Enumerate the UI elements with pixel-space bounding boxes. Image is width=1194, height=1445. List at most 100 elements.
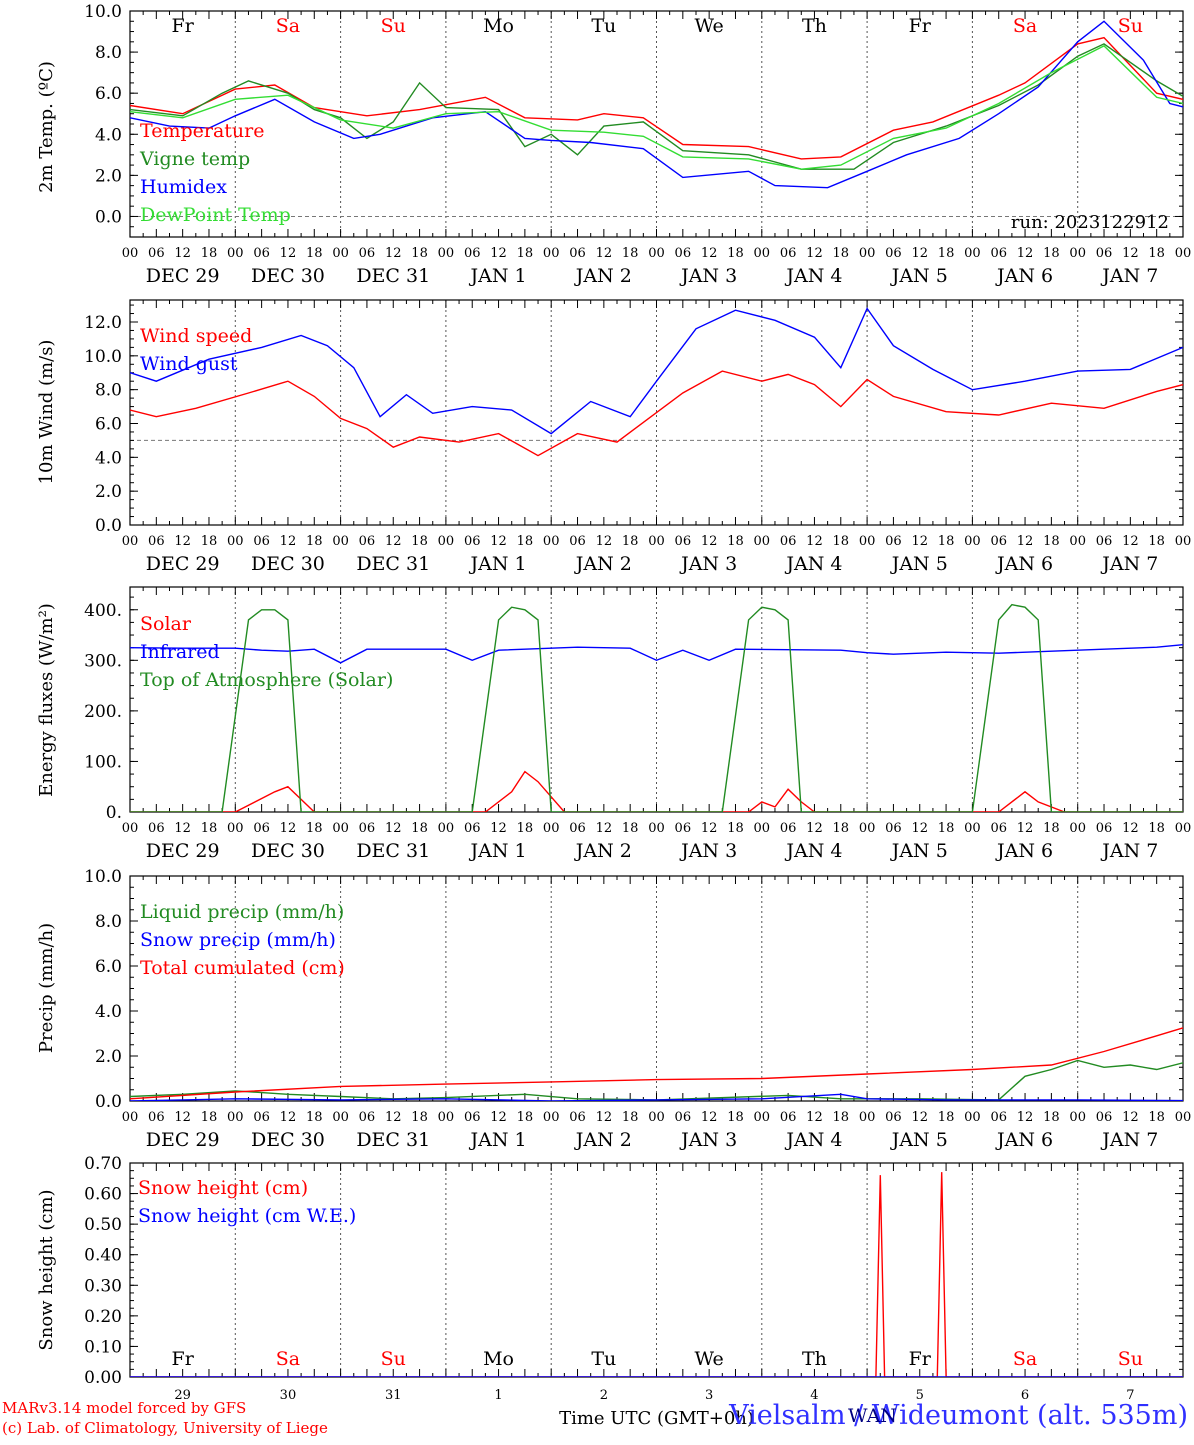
y-tick-label: 0.20 — [84, 1307, 122, 1327]
x-day-label: JAN 6 — [995, 840, 1053, 862]
x-hour-label: 12 — [1122, 1110, 1139, 1125]
x-hour-label: 12 — [1122, 821, 1139, 836]
x-hour-label: 06 — [253, 821, 270, 836]
chart-panel-3: 0. 100. 200. 300. 400. Energy fluxes (W/m²) 00… — [36, 586, 1191, 862]
x-hour-label: 18 — [938, 246, 955, 261]
x-hour-label: 00 — [122, 821, 139, 836]
x-hour-label: 12 — [1017, 534, 1034, 549]
x-hour-label: 18 — [833, 534, 850, 549]
x-hour-label: 06 — [780, 246, 797, 261]
y-tick-label: 10.0 — [84, 2, 122, 22]
x-hour-label: 00 — [438, 246, 455, 261]
x-hour-label: 18 — [727, 1110, 744, 1125]
x-hour-label: 18 — [938, 534, 955, 549]
x-hour-label: 12 — [911, 1110, 928, 1125]
x-day-label: JAN 2 — [574, 553, 632, 575]
x-hour-label: 18 — [622, 1110, 639, 1125]
x-hour-label: 18 — [833, 821, 850, 836]
x-day-label: JAN 7 — [1100, 840, 1158, 862]
x-hour-label: 12 — [1017, 1110, 1034, 1125]
x-hour-label: 00 — [332, 246, 349, 261]
x-hour-label: 06 — [464, 1110, 481, 1125]
x-hour-label: 12 — [1017, 246, 1034, 261]
x-hour-label: 00 — [754, 246, 771, 261]
x-hour-label: 00 — [648, 534, 665, 549]
x-hour-label: 12 — [596, 534, 613, 549]
x-date-label: 3 — [705, 1388, 713, 1403]
x-hour-label: 12 — [280, 821, 297, 836]
x-day-label: JAN 2 — [574, 265, 632, 287]
y-tick-label: 4.0 — [95, 1002, 122, 1022]
x-hour-label: 18 — [306, 1110, 323, 1125]
y-axis-label: Snow height (cm) — [36, 1189, 57, 1350]
x-hour-label: 00 — [648, 246, 665, 261]
x-hour-label: 00 — [859, 1110, 876, 1125]
chart-panel-1: 0.0 2.0 4.0 6.0 8.0 10.0 2m Temp. (ºC) 00 06 12 18… — [36, 2, 1192, 287]
legend-entry: Vigne temp — [139, 148, 250, 170]
x-hour-label: 00 — [122, 1110, 139, 1125]
x-hour-label: 12 — [701, 1110, 718, 1125]
x-day-label: JAN 7 — [1100, 265, 1158, 287]
y-tick-label: 0.0 — [95, 207, 122, 227]
y-tick-label: 100. — [84, 752, 122, 772]
x-hour-label: 00 — [964, 534, 981, 549]
x-day-label: JAN 4 — [784, 553, 842, 575]
x-hour-label: 06 — [569, 821, 586, 836]
x-hour-label: 06 — [885, 1110, 902, 1125]
series-line-dewpoint-temp — [130, 45, 1183, 170]
weekday-label: Fr — [172, 15, 195, 37]
x-hour-label: 18 — [1148, 821, 1165, 836]
x-day-label: DEC 29 — [146, 553, 220, 575]
x-date-label: 4 — [810, 1388, 818, 1403]
y-tick-label: 6.0 — [95, 84, 122, 104]
x-hour-label: 00 — [543, 534, 560, 549]
y-tick-label: 0.0 — [95, 1092, 122, 1112]
weekday-label: Sa — [276, 15, 300, 37]
x-hour-label: 00 — [1175, 534, 1192, 549]
series-line-vigne-temp — [130, 43, 1183, 170]
x-hour-label: 00 — [543, 1110, 560, 1125]
weekday-label: Sa — [1013, 1348, 1037, 1370]
y-tick-label: 0.60 — [84, 1185, 122, 1205]
x-hour-label: 00 — [227, 1110, 244, 1125]
x-hour-label: 18 — [411, 821, 428, 836]
x-hour-label: 00 — [964, 1110, 981, 1125]
x-day-label: JAN 1 — [469, 1129, 527, 1151]
x-hour-label: 06 — [253, 246, 270, 261]
credit-line-1: MARv3.14 model forced by GFS — [2, 1399, 247, 1417]
x-hour-label: 06 — [569, 534, 586, 549]
x-date-label: 2 — [600, 1388, 608, 1403]
x-hour-label: 06 — [253, 1110, 270, 1125]
x-hour-label: 06 — [359, 534, 376, 549]
x-hour-label: 12 — [385, 1110, 402, 1125]
x-day-label: JAN 4 — [784, 1129, 842, 1151]
x-day-label: JAN 6 — [995, 265, 1053, 287]
y-tick-label: 2.0 — [95, 166, 122, 186]
x-day-label: JAN 2 — [574, 1129, 632, 1151]
x-hour-label: 00 — [1175, 246, 1192, 261]
x-day-label: JAN 7 — [1100, 1129, 1158, 1151]
station-label: Vielsalm / Wideumont (alt. 535m) — [729, 1400, 1188, 1431]
weekday-label: Fr — [172, 1348, 195, 1370]
x-hour-label: 06 — [780, 534, 797, 549]
x-hour-label: 12 — [806, 246, 823, 261]
x-date-label: 29 — [174, 1388, 191, 1403]
x-hour-label: 18 — [306, 534, 323, 549]
x-date-label: 30 — [280, 1388, 297, 1403]
x-hour-label: 06 — [464, 246, 481, 261]
x-hour-label: 18 — [727, 246, 744, 261]
x-day-label: JAN 1 — [469, 840, 527, 862]
x-hour-label: 00 — [754, 1110, 771, 1125]
legend-entry: Liquid precip (mm/h) — [140, 901, 344, 923]
x-hour-label: 06 — [1096, 821, 1113, 836]
y-tick-label: 4.0 — [95, 448, 122, 468]
x-hour-label: 00 — [964, 821, 981, 836]
x-hour-label: 00 — [227, 821, 244, 836]
x-hour-label: 12 — [596, 246, 613, 261]
x-day-label: JAN 3 — [679, 840, 737, 862]
x-hour-label: 06 — [569, 246, 586, 261]
y-tick-label: 0.30 — [84, 1276, 122, 1296]
x-hour-label: 18 — [1148, 1110, 1165, 1125]
y-tick-label: 6.0 — [95, 414, 122, 434]
weekday-label: Sa — [276, 1348, 300, 1370]
